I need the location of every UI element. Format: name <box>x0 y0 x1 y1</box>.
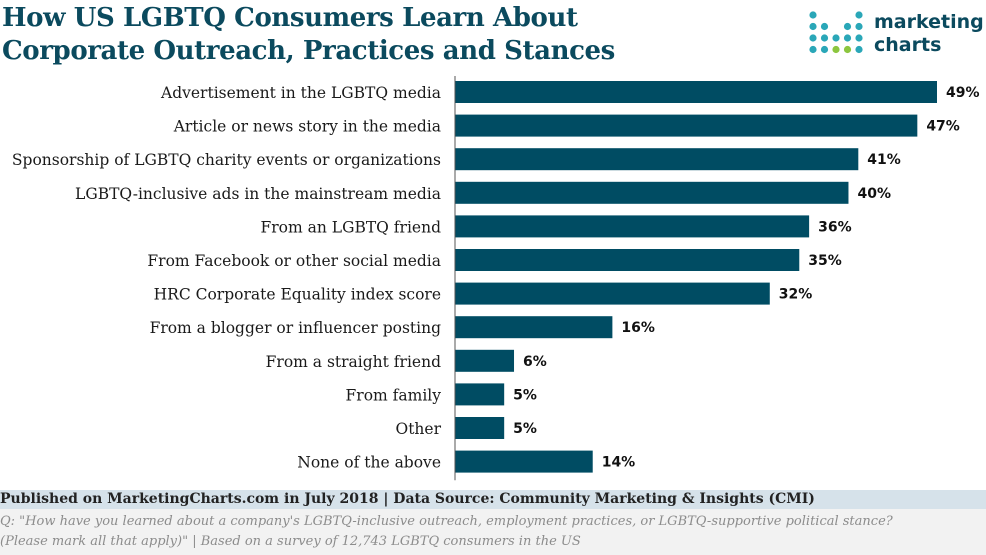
chart-title-line-1: How US LGBTQ Consumers Learn About <box>2 3 578 33</box>
logo-dot <box>832 45 840 54</box>
data-label: 40% <box>857 186 891 202</box>
bar <box>455 181 849 204</box>
data-label: 47% <box>926 119 960 135</box>
logo-dot <box>809 34 817 42</box>
logo-dots-icon <box>809 11 863 54</box>
category-label: HRC Corporate Equality index score <box>154 286 441 304</box>
category-label: From family <box>346 386 442 404</box>
category-label: Advertisement in the LGBTQ media <box>160 84 441 102</box>
category-label: From an LGBTQ friend <box>261 218 442 236</box>
source-line: Published on MarketingCharts.com in July… <box>0 490 986 509</box>
marketing-charts-logo: marketing charts <box>808 10 986 60</box>
data-label: 35% <box>808 253 842 269</box>
logo-wordmark: marketing charts <box>874 11 984 57</box>
bar <box>455 148 859 171</box>
bar <box>455 282 770 305</box>
data-label: 16% <box>621 320 655 336</box>
chart-footer: Published on MarketingCharts.com in July… <box>0 490 986 555</box>
bar <box>455 114 918 137</box>
logo-dot <box>832 34 840 42</box>
logo-dot <box>820 45 829 54</box>
bar <box>455 450 593 473</box>
category-label: From Facebook or other social media <box>147 252 441 270</box>
survey-notes: Q: "How have you learned about a company… <box>0 509 986 555</box>
bar-chart: Advertisement in the LGBTQ media 49% Artic… <box>12 76 980 481</box>
category-label: From a blogger or influencer posting <box>150 319 442 337</box>
logo-dot <box>855 34 863 42</box>
data-label: 6% <box>523 354 547 370</box>
logo-dot <box>843 34 852 42</box>
category-label: Article or news story in the media <box>173 118 441 136</box>
data-label: 5% <box>513 421 537 437</box>
logo-dot <box>855 22 863 31</box>
logo-dot <box>809 45 817 54</box>
data-label: 5% <box>513 387 537 403</box>
data-label: 41% <box>867 152 901 168</box>
logo-dot <box>820 34 829 42</box>
logo-dot <box>843 45 852 54</box>
bar <box>455 349 515 372</box>
data-label: 36% <box>818 219 852 235</box>
bar <box>455 81 937 103</box>
data-label: 14% <box>602 455 636 471</box>
category-label: LGBTQ-inclusive ads in the mainstream me… <box>75 185 441 203</box>
logo-dot <box>809 22 817 31</box>
logo-dot <box>820 22 829 31</box>
category-label: From a straight friend <box>266 353 441 371</box>
category-label: None of the above <box>297 454 441 472</box>
logo-text-line-2: charts <box>874 34 942 56</box>
bar <box>455 215 810 238</box>
logo-dot <box>843 22 852 31</box>
chart-title: How US LGBTQ Consumers Learn About Corpo… <box>2 2 615 68</box>
bar <box>455 316 613 339</box>
bar <box>455 383 505 406</box>
chart-title-line-2: Corporate Outreach, Practices and Stance… <box>2 36 615 66</box>
survey-note-line-2: (Please mark all that apply)" | Based on… <box>0 534 581 549</box>
logo-dot <box>855 11 863 19</box>
category-label: Other <box>395 420 441 438</box>
data-label: 32% <box>779 287 813 303</box>
category-label: Sponsorship of LGBTQ charity events or o… <box>12 151 441 169</box>
survey-note-line-1: Q: "How have you learned about a company… <box>0 514 893 529</box>
bar <box>455 417 505 439</box>
data-label: 49% <box>946 85 980 101</box>
logo-text-line-1: marketing <box>874 11 984 33</box>
logo-dot <box>855 45 863 54</box>
bar <box>455 249 800 271</box>
logo-dot <box>809 11 817 19</box>
